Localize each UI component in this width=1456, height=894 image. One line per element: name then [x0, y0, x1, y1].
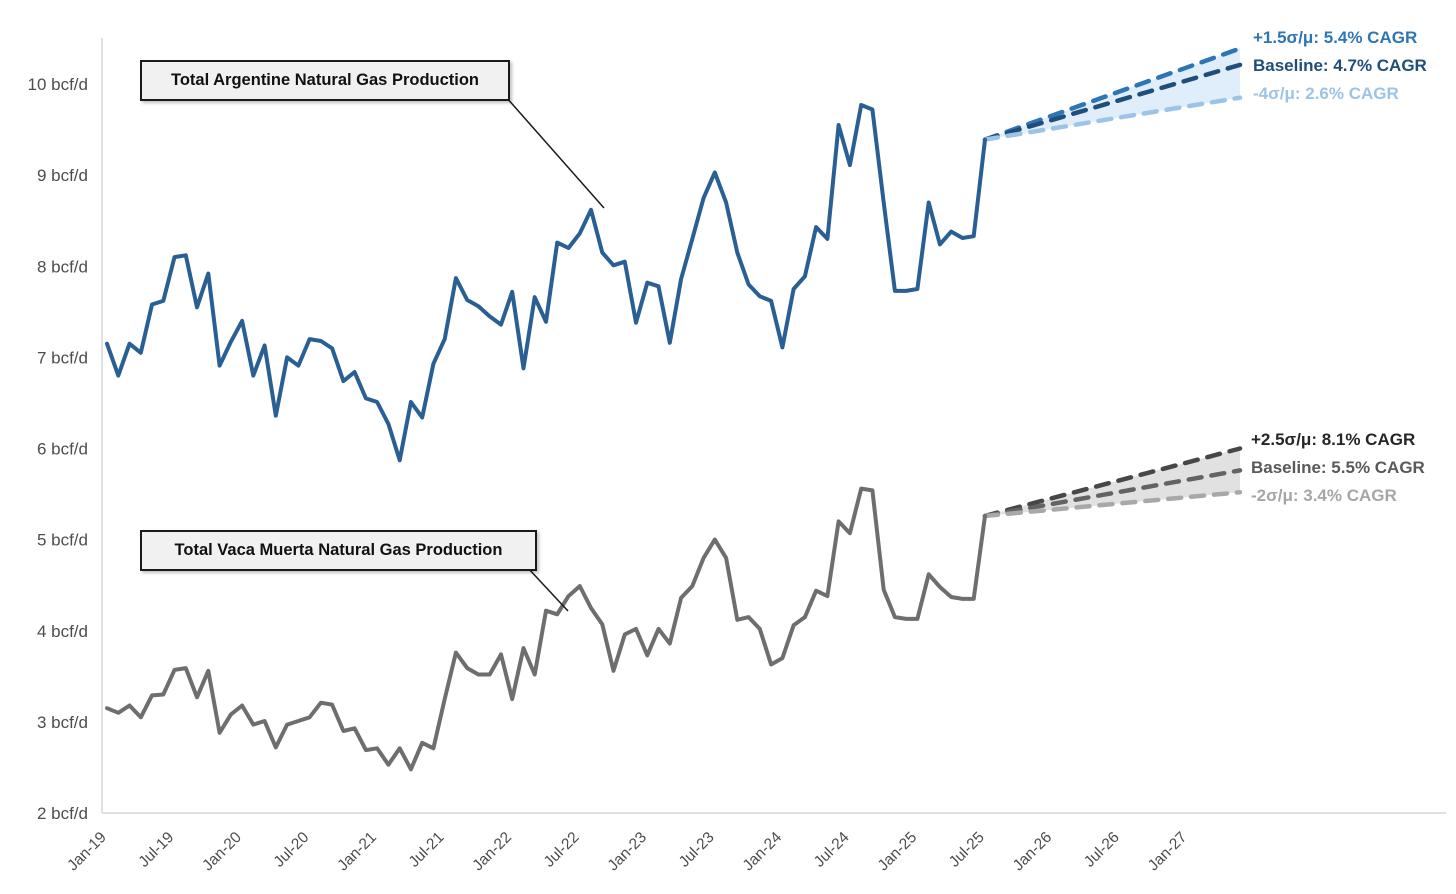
vaca-muerta-forecast-baseline [982, 468, 1243, 519]
x-tick-label: Jul-25 [946, 829, 988, 871]
x-tick-label: Jan-19 [64, 829, 110, 875]
x-tick-label: Jul-23 [676, 829, 718, 871]
y-tick-label: 3 bcf/d [37, 713, 88, 732]
y-tick-label: 2 bcf/d [37, 804, 88, 823]
vaca-muerta-series-label: Total Vaca Muerta Natural Gas Production [174, 541, 503, 559]
argentina-forecast-upper [982, 46, 1243, 142]
x-tick-label: Jan-23 [605, 829, 651, 875]
argentina-callout-line [505, 96, 605, 209]
vaca-muerta-cagr-baseline: Baseline: 5.5% CAGR [1251, 458, 1425, 477]
y-tick-label: 7 bcf/d [37, 348, 88, 367]
x-tick-label: Jul-21 [406, 829, 448, 871]
y-tick-label: 10 bcf/d [28, 75, 89, 94]
x-tick-label: Jul-26 [1081, 829, 1123, 871]
vaca-muerta-cagr-upper: +2.5σ/μ: 8.1% CAGR [1251, 430, 1416, 449]
argentina-cagr-lower: -4σ/μ: 2.6% CAGR [1253, 84, 1399, 103]
x-tick-label: Jan-20 [199, 829, 245, 875]
vaca-muerta-forecast-lower [982, 489, 1243, 519]
vaca-muerta-forecast-upper [982, 446, 1243, 519]
argentina-forecast-baseline [982, 62, 1243, 142]
x-tick-label: Jul-24 [811, 829, 853, 871]
vaca-muerta-cagr-annotation: +2.5σ/μ: 8.1% CAGR Baseline: 5.5% CAGR -… [1251, 426, 1425, 510]
argentina-cagr-upper: +1.5σ/μ: 5.4% CAGR [1253, 28, 1418, 47]
argentina-forecast-lower [982, 95, 1243, 142]
x-tick-label: Jul-19 [135, 829, 177, 871]
y-tick-label: 9 bcf/d [37, 166, 88, 185]
vaca-muerta-series-label-box: Total Vaca Muerta Natural Gas Production [140, 530, 537, 571]
x-tick-label: Jul-22 [541, 829, 583, 871]
x-tick-label: Jul-20 [271, 829, 313, 871]
x-tick-label: Jan-22 [470, 829, 516, 875]
x-tick-label: Jan-25 [875, 829, 921, 875]
vaca-muerta-production-line [105, 486, 987, 772]
y-tick-label: 5 bcf/d [37, 531, 88, 550]
argentina-series-label-box: Total Argentine Natural Gas Production [140, 60, 510, 101]
vaca-muerta-forecast-fan [984, 448, 1240, 516]
vaca-muerta-callout-line [526, 566, 569, 612]
vaca-muerta-cagr-lower: -2σ/μ: 3.4% CAGR [1251, 486, 1397, 505]
y-tick-label: 4 bcf/d [37, 622, 88, 641]
x-tick-label: Jan-27 [1145, 829, 1191, 875]
x-tick-label: Jan-21 [334, 829, 380, 875]
argentina-cagr-baseline: Baseline: 4.7% CAGR [1253, 56, 1427, 75]
y-tick-label: 6 bcf/d [37, 440, 88, 459]
x-tick-label: Jan-24 [740, 829, 786, 875]
argentina-series-label: Total Argentine Natural Gas Production [170, 71, 480, 89]
argentina-production-line [105, 103, 987, 463]
y-tick-label: 8 bcf/d [37, 257, 88, 276]
x-tick-label: Jan-26 [1010, 829, 1056, 875]
argentina-cagr-annotation: +1.5σ/μ: 5.4% CAGR Baseline: 4.7% CAGR -… [1253, 24, 1427, 108]
